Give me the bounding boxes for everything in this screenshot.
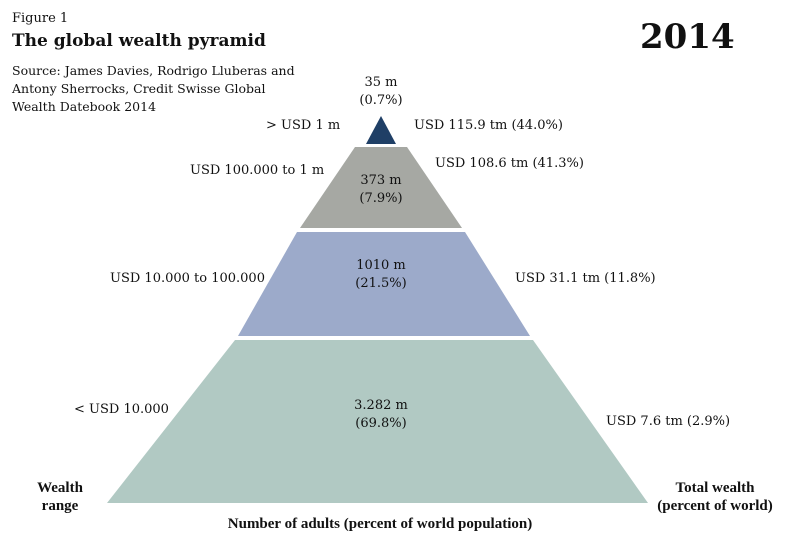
tier-2 xyxy=(300,147,462,228)
page-title: The global wealth pyramid xyxy=(12,31,266,51)
year-label: 2014 xyxy=(640,17,735,57)
total-wealth-label: Total wealth (percent of world) xyxy=(650,479,780,515)
tier-3 xyxy=(238,232,530,336)
tier-4-wealth-range: < USD 10.000 xyxy=(74,402,169,417)
tier-3-total-wealth: USD 31.1 tm (11.8%) xyxy=(515,271,656,286)
tier-3-wealth-range: USD 10.000 to 100.000 xyxy=(110,271,265,286)
adults-axis-label: Number of adults (percent of world popul… xyxy=(227,516,533,532)
source-note: Source: James Davies, Rodrigo Lluberas a… xyxy=(12,63,295,114)
adults-pct: (0.7%) xyxy=(359,93,403,108)
label-line: range xyxy=(41,498,79,514)
tier-1-wealth-range: > USD 1 m xyxy=(266,118,341,133)
tier-1-adults: 35 m (0.7%) xyxy=(351,74,411,110)
tier-4 xyxy=(107,340,648,503)
adults-count: 35 m xyxy=(364,75,398,90)
label-line: Wealth xyxy=(37,480,83,496)
adults-count: 373 m xyxy=(360,173,402,188)
tier-2-total-wealth: USD 108.6 tm (41.3%) xyxy=(435,156,584,171)
wealth-range-label: Wealth range xyxy=(25,479,95,515)
label-line: Total wealth xyxy=(675,480,755,496)
figure-label: Figure 1 xyxy=(12,11,69,26)
tier-4-total-wealth: USD 7.6 tm (2.9%) xyxy=(606,414,731,429)
tier-2-adults: 373 m (7.9%) xyxy=(341,172,421,208)
adults-count: 1010 m xyxy=(356,258,406,273)
adults-pct: (69.8%) xyxy=(355,416,407,431)
label-line: (percent of world) xyxy=(657,498,773,514)
adults-pct: (7.9%) xyxy=(359,191,403,206)
adults-pct: (21.5%) xyxy=(355,276,407,291)
tier-1-millionaires xyxy=(366,116,396,144)
tier-4-adults: 3.282 m (69.8%) xyxy=(341,397,421,433)
tier-3-adults: 1010 m (21.5%) xyxy=(341,257,421,293)
tier-1-total-wealth: USD 115.9 tm (44.0%) xyxy=(414,118,563,133)
adults-count: 3.282 m xyxy=(354,398,408,413)
tier-2-wealth-range: USD 100.000 to 1 m xyxy=(190,163,325,178)
